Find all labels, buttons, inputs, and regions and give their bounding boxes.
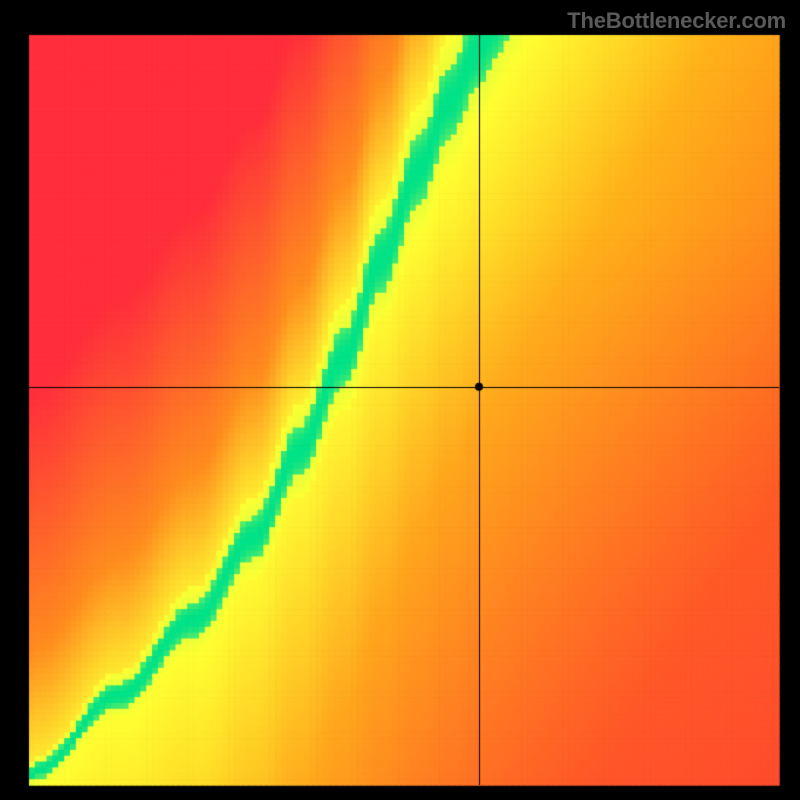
bottleneck-heatmap — [0, 0, 800, 800]
watermark-text: TheBottlenecker.com — [567, 8, 786, 34]
